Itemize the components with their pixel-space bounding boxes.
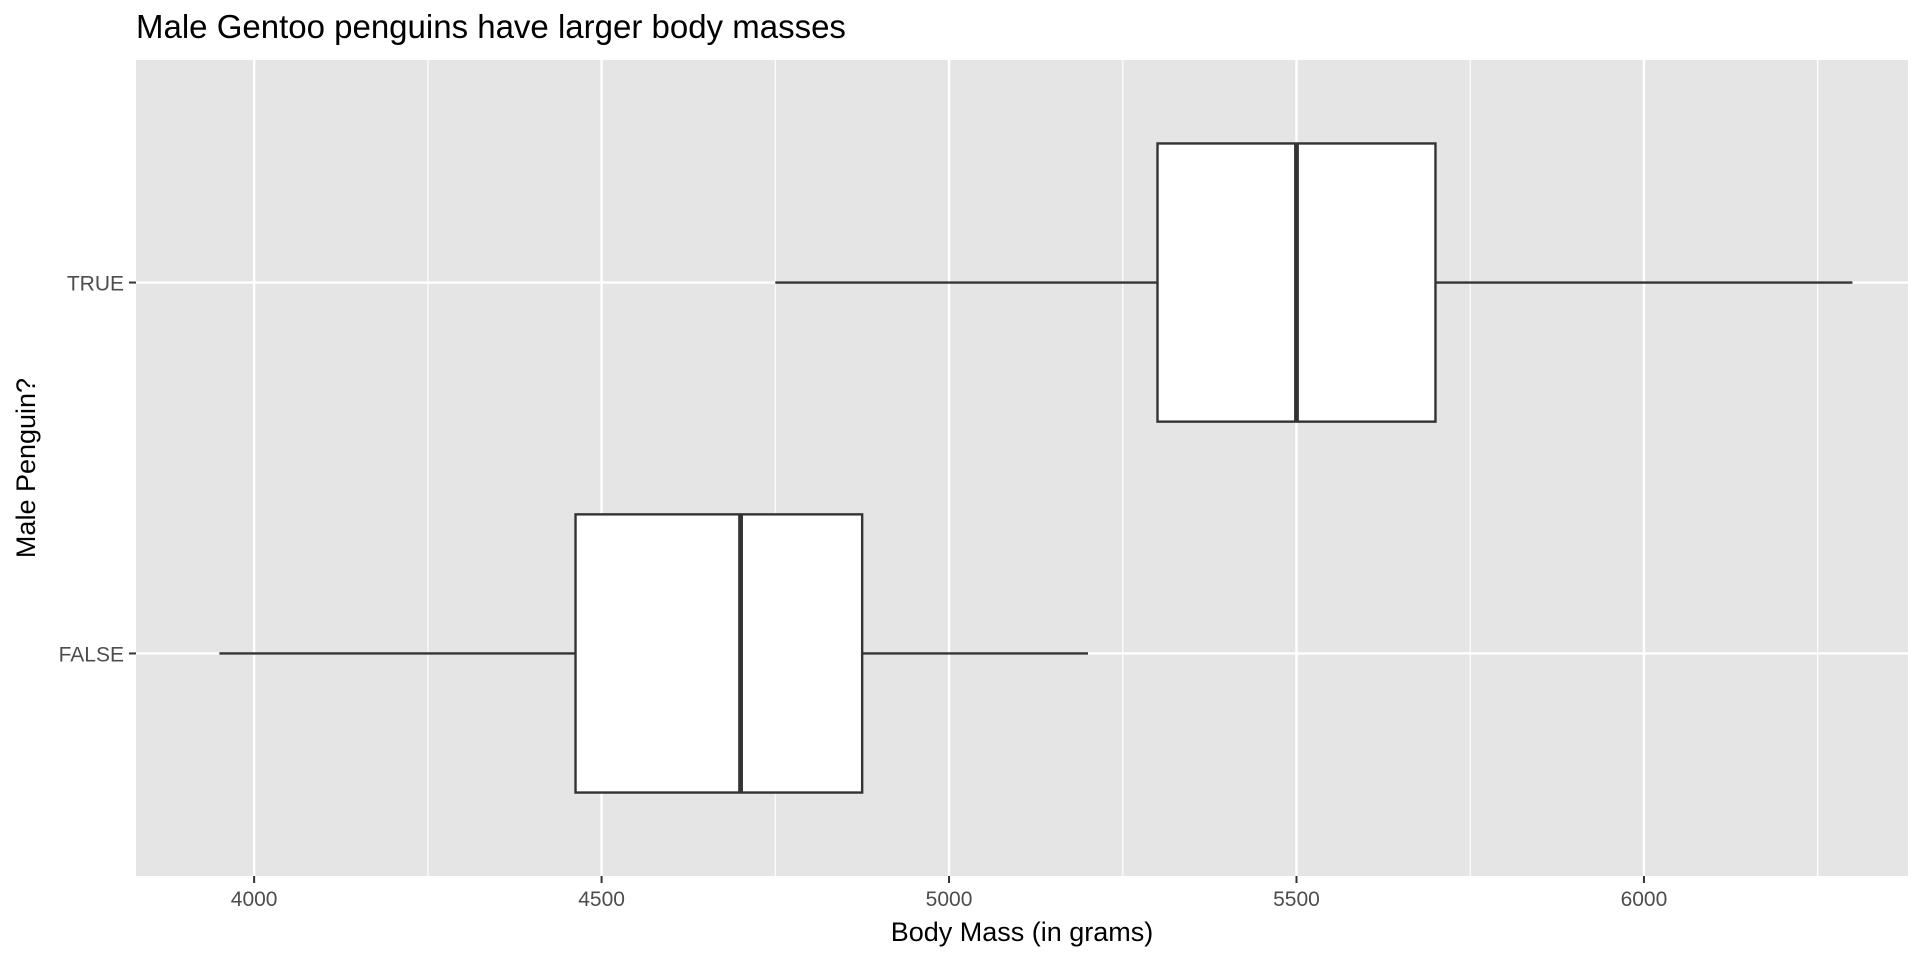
y-tick-label: FALSE bbox=[59, 643, 124, 666]
x-axis-title: Body Mass (in grams) bbox=[891, 917, 1154, 947]
panel-background bbox=[136, 60, 1908, 876]
x-tick-label: 4500 bbox=[578, 888, 625, 911]
y-axis-title: Male Penguin? bbox=[11, 378, 41, 558]
x-tick-label: 6000 bbox=[1621, 888, 1668, 911]
chart-title: Male Gentoo penguins have larger body ma… bbox=[136, 8, 846, 45]
box-false bbox=[574, 513, 864, 794]
x-tick-label: 4000 bbox=[231, 888, 278, 911]
y-tick-label: TRUE bbox=[67, 273, 124, 296]
x-tick-label: 5000 bbox=[926, 888, 973, 911]
x-tick-label: 5500 bbox=[1273, 888, 1320, 911]
